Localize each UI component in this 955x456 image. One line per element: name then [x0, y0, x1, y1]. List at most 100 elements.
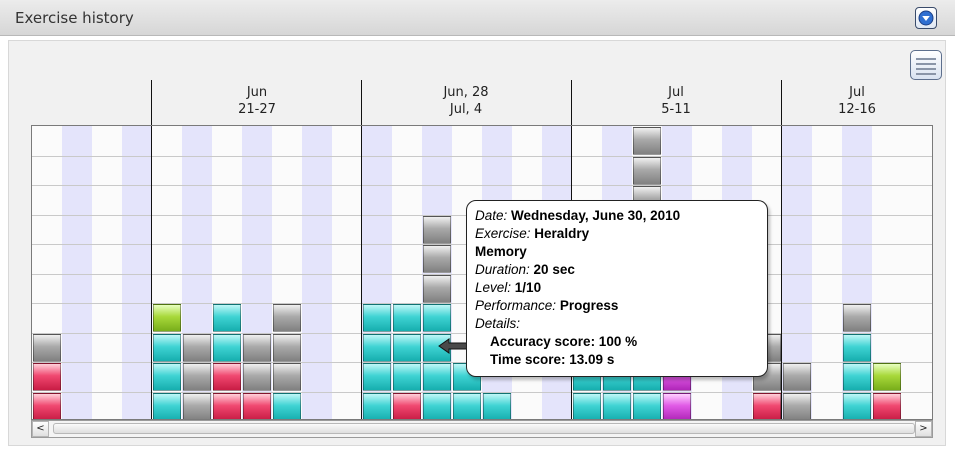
exercise-block[interactable] [273, 304, 301, 332]
exercise-block[interactable] [213, 393, 241, 419]
tooltip-performance-value: Progress [559, 298, 619, 313]
tooltip-duration-label: Duration: [475, 262, 530, 277]
day-column-band [122, 126, 152, 419]
day-column-band [302, 126, 332, 419]
exercise-block[interactable] [213, 304, 241, 332]
tooltip-exercise-value: Heraldry [534, 226, 590, 241]
tooltip-level-value: 1/10 [514, 280, 542, 295]
week-label: Jun 21-27 [157, 84, 357, 118]
exercise-block[interactable] [243, 393, 271, 419]
exercise-block[interactable] [33, 334, 61, 362]
exercise-block[interactable] [663, 393, 691, 419]
exercise-block[interactable] [843, 363, 871, 391]
week-label: Jun, 28 Jul, 4 [366, 84, 566, 118]
exercise-block[interactable] [423, 393, 451, 419]
exercise-block[interactable] [213, 363, 241, 391]
gridline [32, 156, 932, 157]
exercise-block[interactable] [423, 216, 451, 244]
exercise-block[interactable] [843, 304, 871, 332]
week-separator [781, 126, 782, 419]
tooltip-date-label: Date: [475, 208, 508, 223]
week-separator [361, 126, 362, 419]
tooltip-details-label: Details: [475, 316, 521, 331]
tooltip-level-label: Level: [475, 280, 512, 295]
exercise-block[interactable] [423, 245, 451, 273]
tooltip-time-score: Time score: 13.09 s [490, 352, 615, 367]
tooltip-performance-label: Performance: [475, 298, 557, 313]
exercise-block[interactable] [243, 363, 271, 391]
week-label-line1: Jun, 28 [443, 85, 489, 100]
exercise-block[interactable] [213, 334, 241, 362]
exercise-block[interactable] [393, 393, 421, 419]
tooltip-duration-value: 20 sec [533, 262, 575, 277]
week-label-line2: 21-27 [238, 102, 276, 117]
exercise-block[interactable] [873, 393, 901, 419]
exercise-block[interactable] [873, 363, 901, 391]
exercise-block[interactable] [843, 393, 871, 419]
exercise-block[interactable] [423, 275, 451, 303]
exercise-block[interactable] [153, 334, 181, 362]
exercise-block[interactable] [153, 304, 181, 332]
gridline [32, 185, 932, 186]
tooltip-exercise-category: Memory [475, 244, 527, 259]
exercise-block[interactable] [573, 393, 601, 419]
exercise-block[interactable] [393, 363, 421, 391]
exercise-block[interactable] [183, 334, 211, 362]
week-label-line1: Jul [668, 85, 684, 100]
exercise-block[interactable] [273, 334, 301, 362]
exercise-block[interactable] [633, 393, 661, 419]
chevron-down-icon [918, 10, 934, 26]
gridline [32, 392, 932, 393]
exercise-block[interactable] [183, 363, 211, 391]
exercise-block[interactable] [243, 334, 271, 362]
scroll-left-button[interactable]: < [32, 421, 49, 437]
legend-button[interactable] [910, 50, 942, 80]
panel-header: Exercise history [0, 0, 955, 36]
tooltip-exercise-label: Exercise: [475, 226, 531, 241]
exercise-block[interactable] [783, 363, 811, 391]
exercise-block[interactable] [363, 334, 391, 362]
tooltip-accuracy-score: Accuracy score: 100 % [490, 334, 638, 349]
horizontal-scrollbar[interactable]: < > [31, 420, 933, 438]
week-label: Jul 5-11 [576, 84, 776, 118]
exercise-block[interactable] [843, 334, 871, 362]
day-column-band [62, 126, 92, 419]
exercise-block[interactable] [423, 304, 451, 332]
exercise-block[interactable] [453, 393, 481, 419]
exercise-block[interactable] [633, 127, 661, 155]
exercise-block[interactable] [153, 363, 181, 391]
exercise-block[interactable] [183, 393, 211, 419]
week-label-line2: Jul, 4 [449, 102, 483, 117]
exercise-block[interactable] [783, 393, 811, 419]
exercise-block[interactable] [363, 363, 391, 391]
exercise-tooltip: Date: Wednesday, June 30, 2010 Exercise:… [466, 200, 768, 377]
exercise-block[interactable] [633, 157, 661, 185]
exercise-block[interactable] [33, 363, 61, 391]
exercise-block[interactable] [273, 363, 301, 391]
exercise-block[interactable] [33, 393, 61, 419]
week-separator [151, 126, 152, 419]
tooltip-pointer-arrow [438, 338, 468, 354]
scrollbar-thumb[interactable] [53, 423, 915, 434]
collapse-button[interactable] [915, 7, 937, 29]
exercise-block[interactable] [393, 334, 421, 362]
scroll-right-button[interactable]: > [915, 421, 932, 437]
week-label-line2: 5-11 [661, 102, 691, 117]
exercise-block[interactable] [423, 363, 451, 391]
week-separator [151, 80, 152, 125]
exercise-block[interactable] [273, 393, 301, 419]
exercise-block[interactable] [363, 304, 391, 332]
exercise-block[interactable] [753, 393, 781, 419]
tooltip-date-value: Wednesday, June 30, 2010 [511, 208, 681, 223]
week-label-line1: Jun [246, 85, 268, 100]
exercise-block[interactable] [603, 393, 631, 419]
week-separator [781, 80, 782, 125]
week-separator [571, 80, 572, 125]
exercise-block[interactable] [393, 304, 421, 332]
exercise-block[interactable] [153, 393, 181, 419]
exercise-block[interactable] [483, 393, 511, 419]
week-label-line1: Jul [849, 85, 865, 100]
exercise-block[interactable] [363, 393, 391, 419]
week-separator [361, 80, 362, 125]
panel-title: Exercise history [15, 9, 134, 27]
